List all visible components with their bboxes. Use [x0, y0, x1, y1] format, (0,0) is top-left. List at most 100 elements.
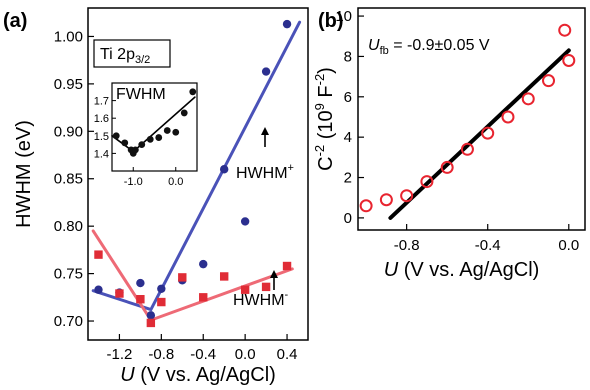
panel-a-point-hwhm-minus — [240, 285, 250, 294]
panel-b-ylabel-sup: -2 — [312, 145, 327, 157]
panel-a-annotation-plus-sup: + — [288, 162, 294, 174]
panel-a-label-main: Ti 2p — [100, 46, 135, 63]
inset-point — [189, 88, 197, 96]
panel-a-label-box — [93, 39, 171, 68]
panel-b-annotation-sub: fb — [380, 45, 389, 57]
panel-a-point-hwhm-minus — [146, 318, 156, 328]
panel-a-point-hwhm-plus — [282, 19, 292, 29]
panel-b-xlabel-rest: (V vs. Ag/AgCl) — [398, 259, 539, 281]
inset-xtick-label: -1.0 — [124, 176, 143, 188]
panel-a-point-hwhm-minus — [282, 261, 292, 271]
panel-a-annotation-plus: HWHM+ — [236, 162, 294, 182]
panel-a-point-hwhm-minus — [199, 293, 208, 302]
panel-b-point — [562, 53, 576, 67]
panel-a-ytick-label: 1.00 — [54, 28, 83, 45]
panel-a-ytick-label: 0.90 — [54, 123, 83, 140]
panel-a-arrow-minus-head — [270, 270, 278, 278]
panel-b-xlabel-var: U — [384, 259, 399, 281]
panel-b-point — [542, 74, 556, 88]
panel-a-point-hwhm-minus — [178, 273, 187, 282]
inset-ytick-label: 1.7 — [94, 96, 109, 108]
panel-b-ytick-label: 0 — [344, 210, 352, 227]
panel-b-ytick-label: 4 — [344, 129, 352, 146]
panel-a-label: (a) — [3, 10, 27, 32]
panel-a-point-hwhm-minus — [261, 282, 271, 292]
panel-a-point-hwhm-plus — [261, 67, 271, 76]
panel-b-xtick-label: -0.8 — [394, 237, 420, 254]
panel-a-point-hwhm-plus — [219, 165, 229, 174]
panel-b-ylabel: C-2 (109 F-2) — [312, 67, 337, 171]
inset-point — [112, 132, 120, 140]
panel-a-xlabel-var: U — [120, 364, 135, 385]
inset-ytick-label: 1.4 — [94, 148, 109, 160]
panel-a: (a) 0.70 0.75 0.80 0.85 0.90 0.95 1.00 -1.2 -0.8 -… — [3, 7, 309, 386]
panel-a-point-hwhm-minus — [136, 295, 145, 304]
inset-point — [138, 141, 146, 149]
panel-a-frame — [87, 7, 309, 341]
panel-a-arrow-plus-head — [261, 127, 269, 135]
panel-b-point — [481, 126, 495, 140]
inset-point — [155, 134, 163, 141]
panel-b-frame — [357, 7, 586, 231]
panel-a-point-hwhm-minus — [219, 272, 229, 281]
panel-b-label: (b) — [318, 10, 344, 32]
panel-a-point-hwhm-plus — [157, 284, 166, 293]
panel-a-label-sub: 3/2 — [135, 54, 150, 66]
panel-a-ytick-label: 0.80 — [54, 218, 83, 235]
inset-point — [180, 109, 188, 117]
inset-point — [131, 146, 139, 154]
panel-b-point — [460, 142, 474, 156]
panel-b-xlabel: U (V vs. Ag/AgCl) — [384, 259, 540, 281]
inset-point — [172, 128, 180, 136]
panel-b-annotation-var: U — [368, 37, 380, 54]
inset-frame — [111, 82, 198, 172]
panel-a-annotation-minus-sup: - — [285, 289, 289, 301]
panel-b-ylabel-sup: -2 — [312, 74, 327, 86]
panel-b-annotation-rest: = -0.9±0.05 V — [389, 37, 490, 54]
panel-b-annotation: Ufb = -0.9±0.05 V — [368, 37, 490, 57]
panel-a-point-hwhm-minus — [94, 250, 103, 259]
panel-b-point — [420, 175, 434, 189]
panel-b-xtick-label: 0.0 — [558, 237, 579, 254]
panel-a-annotation-minus: HWHM- — [233, 289, 289, 309]
panel-a-point-hwhm-plus — [136, 278, 145, 288]
inset-ytick-label: 1.6 — [94, 113, 109, 125]
panel-b-ylabel-part: F — [315, 85, 337, 103]
panel-b-ytick-label: 2 — [344, 170, 352, 187]
panel-b-point — [440, 160, 454, 174]
panel-b-fit-line-0 — [388, 48, 571, 220]
panel-b-point — [501, 110, 515, 124]
panel-a-label-text: Ti 2p3/2 — [100, 46, 150, 66]
panel-b-point — [379, 193, 393, 207]
inset-point — [121, 139, 129, 147]
panel-a-ytick-label: 0.95 — [54, 76, 83, 93]
panel-b-ylabel-sup: 9 — [312, 103, 327, 110]
panel-b-point — [359, 199, 373, 213]
panel-b-ylabel-part: (10 — [315, 110, 337, 144]
panel-b-ylabel-part: ) — [315, 67, 337, 74]
panel-b-point — [521, 92, 535, 106]
panel-a-ytick-label: 0.85 — [54, 171, 83, 188]
panel-a-xlabel: U (V vs. Ag/AgCl) — [120, 364, 276, 385]
inset-xtick-label: 0.0 — [168, 176, 183, 188]
panel-a-ytick-label: 0.70 — [54, 313, 83, 330]
inset-ytick-label: 1.5 — [94, 131, 109, 143]
panel-a-ylabel: HWHM (eV) — [13, 120, 35, 228]
panel-a-point-hwhm-plus — [146, 311, 156, 320]
panel-a-xtick-label: 0.4 — [277, 346, 298, 363]
inset-label: FWHM — [116, 86, 166, 103]
panel-a-annotation-plus-main: HWHM — [236, 165, 288, 182]
panel-a-xtick-label: 0.0 — [235, 346, 256, 363]
panel-b-xtick-label: -0.4 — [475, 237, 501, 254]
panel-a-point-hwhm-plus — [94, 285, 103, 294]
panel-a-point-hwhm-plus — [199, 259, 208, 269]
panel-a-ytick-label: 0.75 — [54, 266, 83, 283]
panel-a-point-hwhm-minus — [157, 297, 166, 307]
panel-b-point — [400, 189, 414, 203]
panel-a-xlabel-rest: (V vs. Ag/AgCl) — [135, 364, 276, 385]
panel-a-xtick-label: -0.8 — [148, 346, 174, 363]
panel-b-point — [558, 23, 572, 37]
inset-point — [146, 135, 154, 143]
panel-a-xtick-label: -1.2 — [106, 346, 132, 363]
